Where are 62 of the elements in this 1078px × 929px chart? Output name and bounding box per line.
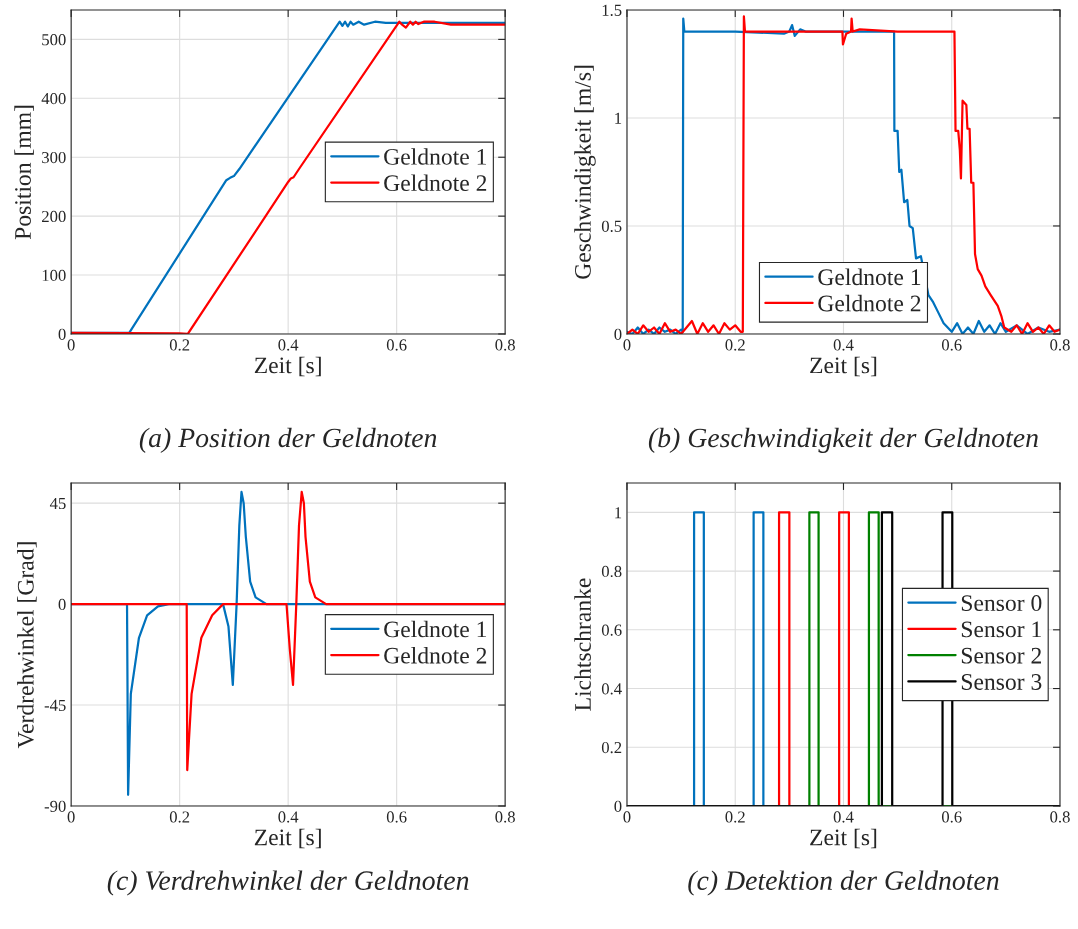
text: (a) Position der Geldnoten: [139, 427, 437, 453]
x-tick-label: 0.6: [386, 339, 407, 351]
y-tick-label: 1: [615, 507, 622, 519]
x-tick-label: 0: [623, 339, 631, 351]
y-tick-label: 0: [614, 800, 622, 812]
legend-label: Sensor 3: [961, 674, 1042, 690]
x-axis-title: Zeit [s]: [254, 356, 321, 377]
x-tick-label: 0.2: [725, 811, 745, 823]
x-tick-label: 0.4: [833, 811, 854, 823]
y-tick-label: 200: [42, 210, 66, 223]
x-tick-label: 0.4: [278, 811, 299, 823]
y-tick-label: -90: [44, 800, 66, 812]
x-tick-label: 0: [67, 811, 75, 823]
y-tick-label: 1.5: [602, 4, 622, 16]
x-tick-label: 0.8: [495, 339, 515, 351]
y-tick-label: 0.6: [601, 624, 622, 636]
x-tick-label: 0.4: [278, 339, 299, 351]
y-tick-label: 400: [41, 93, 66, 105]
y-axis-title: Verdrehwinkel [Grad]: [17, 542, 37, 749]
y-tick-label: 300: [42, 151, 66, 164]
y-tick-label: 500: [42, 34, 66, 46]
x-tick-label: 0.6: [941, 811, 962, 823]
x-axis-title: Zeit [s]: [810, 828, 877, 849]
x-tick-label: 0.4: [833, 339, 854, 351]
text: (c) Detektion der Geldnoten: [688, 870, 999, 896]
x-tick-label: 0.2: [169, 339, 190, 351]
x-tick-label: 0.8: [1050, 339, 1070, 351]
x-axis-title: Zeit [s]: [254, 828, 321, 849]
y-tick-label: 0: [614, 328, 622, 340]
y-tick-label: 0.5: [601, 220, 622, 232]
legend-label: Geldnote 1: [384, 148, 487, 165]
x-tick-label: 0.6: [386, 811, 407, 823]
x-tick-label: 0.6: [941, 339, 962, 351]
y-tick-label: 1: [615, 112, 622, 124]
y-tick-label: 0.4: [601, 683, 622, 695]
x-tick-label: 0.8: [495, 811, 515, 823]
y-tick-label: 0.8: [601, 565, 622, 578]
legend-label: Geldnote 1: [384, 620, 487, 638]
legend-label: Geldnote 2: [818, 294, 921, 312]
y-tick-label: 100: [42, 269, 66, 282]
x-tick-label: 0.8: [1050, 811, 1070, 823]
y-tick-label: -45: [44, 699, 66, 712]
x-tick-label: 0.2: [169, 811, 190, 823]
x-tick-label: 0: [623, 811, 631, 823]
y-tick-label: 45: [49, 497, 66, 510]
y-axis-title: Geschwindigkeit [m/s]: [574, 65, 596, 279]
y-tick-label: 0: [58, 598, 66, 611]
legend-label: Sensor 1: [961, 621, 1041, 638]
y-tick-label: 0.2: [601, 741, 622, 754]
y-axis-title: Lichtschranke: [574, 578, 591, 711]
legend-label: Geldnote 2: [384, 647, 487, 664]
y-tick-label: 0: [58, 328, 66, 340]
x-tick-label: 0.2: [725, 339, 745, 351]
legend-label: Sensor 2: [961, 647, 1041, 664]
legend-label: Geldnote 1: [818, 268, 921, 286]
x-axis-title: Zeit [s]: [810, 356, 877, 377]
x-tick-label: 0: [67, 339, 75, 351]
text: (b) Geschwindigkeit der Geldnoten: [648, 427, 1038, 453]
legend-label: Geldnote 2: [384, 174, 487, 192]
legend-label: Sensor 0: [961, 595, 1042, 612]
y-axis-title: Position [mm]: [14, 105, 34, 240]
text: (c) Verdrehwinkel der Geldnoten: [107, 870, 469, 896]
